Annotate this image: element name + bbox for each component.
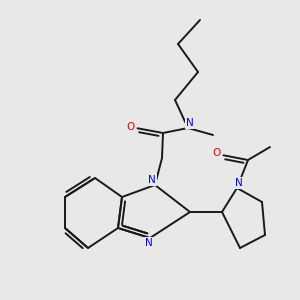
Text: N: N: [235, 178, 242, 188]
Text: O: O: [212, 148, 221, 158]
Text: N: N: [186, 118, 194, 128]
Text: N: N: [145, 238, 152, 248]
Text: N: N: [148, 175, 156, 184]
Text: O: O: [127, 122, 135, 131]
